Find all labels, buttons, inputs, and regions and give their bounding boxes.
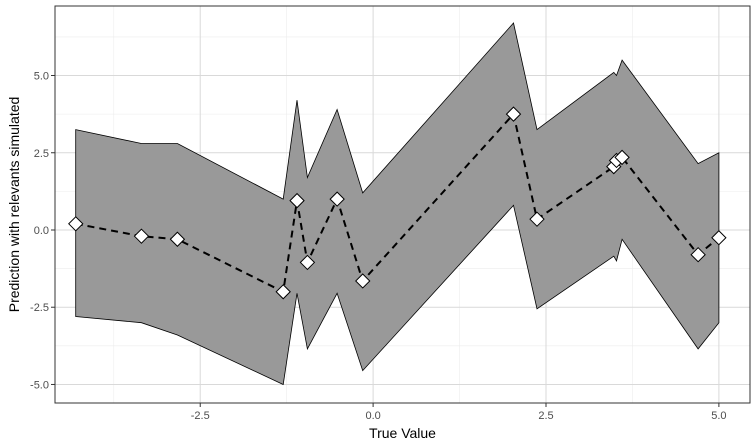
x-tick-label: 2.5 [538, 410, 553, 422]
panel-border [54, 5, 751, 404]
diamond-marker [690, 246, 706, 263]
diamond-marker [355, 273, 371, 289]
y-tick-label: 5.0 [34, 71, 49, 83]
diamond-marker [68, 216, 84, 232]
diamond-marker [614, 149, 630, 166]
x-tick-label: 0.0 [365, 410, 380, 422]
diamond-marker [505, 106, 522, 122]
y-tick-label: 2.5 [34, 148, 49, 160]
diamond-marker [289, 192, 305, 209]
x-tick-label: 5.0 [711, 410, 726, 422]
prediction-ribbon-layer [75, 22, 720, 386]
diamond-marker [529, 211, 545, 227]
x-axis-title: True Value [369, 425, 436, 441]
y-axis-ticks: -5.0 -2.5 0.0 2.5 5.0 [30, 71, 55, 391]
y-tick-label: -5.0 [30, 379, 49, 391]
diamond-marker [299, 254, 316, 271]
y-tick-label: 0.0 [34, 225, 49, 237]
diamond-marker [169, 231, 186, 247]
y-axis-title: Prediction with relevants simulated [6, 97, 22, 313]
x-axis-ticks: -2.5 0.0 2.5 5.0 [191, 403, 727, 422]
x-tick-label: -2.5 [191, 410, 210, 422]
prediction-interval-ribbon [75, 22, 720, 386]
diamond-marker [711, 230, 727, 246]
y-tick-label: -2.5 [30, 302, 49, 314]
diamond-marker [275, 284, 291, 300]
diamond-marker [133, 228, 150, 244]
diamond-marker [329, 191, 345, 207]
marker-layer [68, 106, 727, 300]
